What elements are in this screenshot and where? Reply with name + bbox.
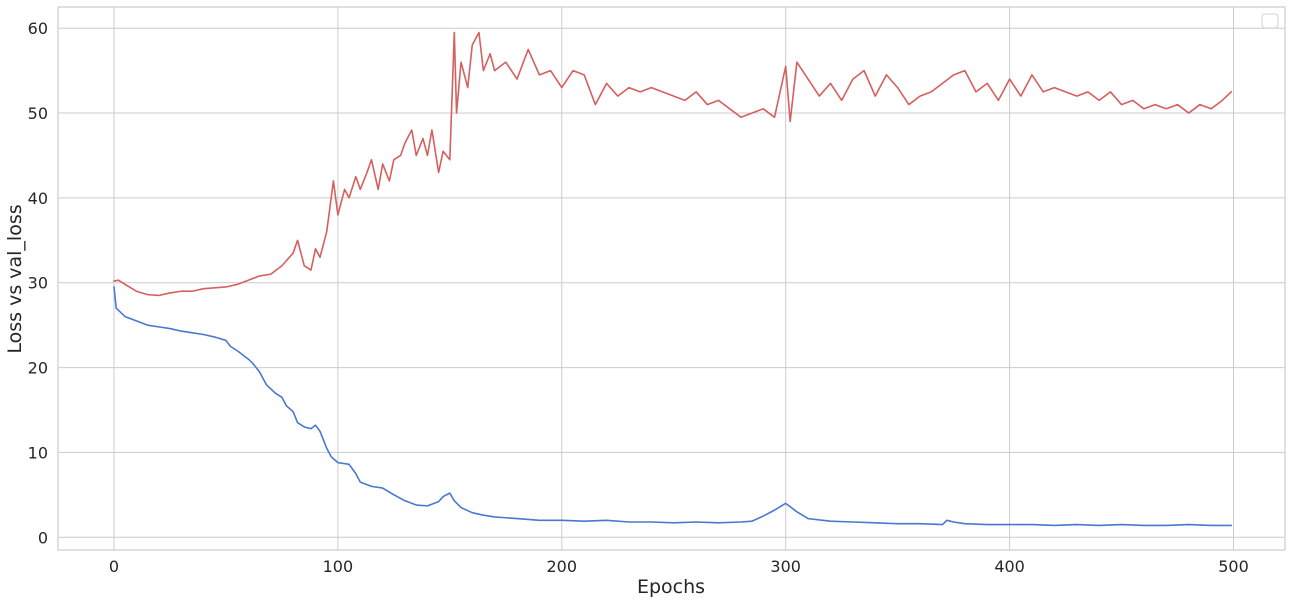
y-tick-label: 20 — [28, 359, 48, 378]
series-line-2 — [113, 31, 1233, 297]
x-tick-label: 200 — [547, 557, 578, 576]
series-group — [113, 31, 1233, 527]
grid-lines — [58, 7, 1285, 550]
y-tick-label: 60 — [28, 19, 48, 38]
x-tick-label: 400 — [994, 557, 1025, 576]
y-tick-label: 50 — [28, 104, 48, 123]
y-tick-label: 0 — [38, 528, 48, 547]
y-axis-label: Loss vs val_loss — [4, 204, 26, 353]
y-tick-label: 30 — [28, 274, 48, 293]
y-tick-labels: 0 10 20 30 40 50 60 — [28, 19, 48, 547]
x-tick-labels: 0 100 200 300 400 500 — [109, 557, 1249, 576]
y-tick-label: 10 — [28, 443, 48, 462]
series-line-1 — [113, 286, 1233, 527]
legend-box — [1261, 13, 1279, 29]
x-axis-label: Epochs — [637, 576, 705, 598]
plot-frame — [57, 6, 1286, 551]
y-tick-label: 40 — [28, 189, 48, 208]
x-tick-label: 0 — [109, 557, 119, 576]
x-tick-label: 100 — [323, 557, 354, 576]
x-tick-label: 300 — [770, 557, 801, 576]
plot-background — [58, 7, 1285, 550]
x-tick-label: 500 — [1218, 557, 1249, 576]
